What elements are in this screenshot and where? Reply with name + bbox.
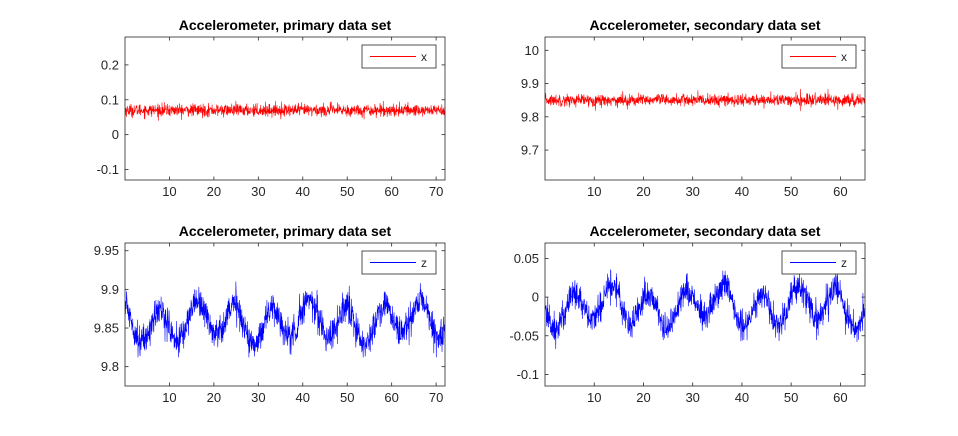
y-tick-label: 9.85 — [94, 321, 119, 336]
x-tick-label: 60 — [384, 390, 398, 405]
x-tick-label: 10 — [587, 184, 601, 199]
series-line-z — [125, 281, 445, 358]
y-tick-label: 9.9 — [101, 282, 119, 297]
y-tick-label: -0.1 — [517, 367, 539, 382]
y-tick-label: -0.05 — [509, 328, 539, 343]
legend-label: x — [841, 50, 847, 64]
subplot-secondary-z: Accelerometer, secondary data set 10 20 30 4… — [509, 223, 866, 405]
legend-label: x — [421, 50, 427, 64]
legend: x — [361, 44, 437, 69]
x-tick-label: 30 — [685, 390, 699, 405]
x-tick-label: 30 — [685, 184, 699, 199]
y-tick-label: 0.05 — [514, 251, 539, 266]
x-tick-label: 50 — [340, 390, 354, 405]
chart-title: Accelerometer, primary data set — [179, 223, 392, 239]
y-tick-label: 9.8 — [521, 109, 539, 124]
legend-label: z — [421, 256, 427, 270]
axes-box — [124, 36, 446, 181]
x-tick-label: 50 — [784, 184, 798, 199]
x-tick-label: 60 — [833, 390, 847, 405]
series-line-z — [545, 268, 865, 350]
subplot-secondary-x: Accelerometer, secondary data set 10 20 30 4… — [521, 17, 866, 199]
x-tick-label: 20 — [636, 390, 650, 405]
x-tick-label: 10 — [162, 184, 176, 199]
x-tick-label: 30 — [251, 390, 265, 405]
y-tick-label: 0.2 — [101, 57, 119, 72]
x-tick-label: 20 — [207, 184, 221, 199]
x-tick-label: 10 — [587, 390, 601, 405]
y-tick-label: 0.1 — [101, 92, 119, 107]
x-tick-label: 70 — [429, 184, 443, 199]
x-tick-label: 50 — [784, 390, 798, 405]
x-tick-label: 20 — [636, 184, 650, 199]
y-tick-label: 9.95 — [94, 243, 119, 258]
chart-title: Accelerometer, primary data set — [179, 17, 392, 33]
x-tick-label: 40 — [735, 184, 749, 199]
x-tick-label: 60 — [833, 184, 847, 199]
legend: z — [361, 250, 437, 275]
axes-box — [544, 36, 866, 181]
x-tick-label: 30 — [251, 184, 265, 199]
legend: x — [781, 44, 857, 69]
x-tick-label: 60 — [384, 184, 398, 199]
x-tick-label: 40 — [296, 390, 310, 405]
y-tick-label: -0.1 — [97, 162, 119, 177]
y-tick-label: 9.7 — [521, 143, 539, 158]
axes-box — [544, 242, 866, 387]
y-tick-label: 10 — [525, 43, 539, 58]
y-tick-label: 9.9 — [521, 76, 539, 91]
subplot-primary-x: Accelerometer, primary data set 10 20 30 40 5… — [97, 17, 446, 199]
y-tick-label: 0 — [532, 290, 539, 305]
x-tick-label: 10 — [162, 390, 176, 405]
x-tick-label: 50 — [340, 184, 354, 199]
series-line-x — [125, 100, 445, 121]
x-tick-label: 40 — [296, 184, 310, 199]
subplot-primary-z: Accelerometer, primary data set 10 20 30 40 5… — [94, 223, 446, 405]
x-tick-label: 70 — [429, 390, 443, 405]
series-line-x — [545, 88, 865, 112]
y-tick-label: 9.8 — [101, 359, 119, 374]
y-tick-label: 0 — [112, 127, 119, 142]
legend-label: z — [841, 256, 847, 270]
x-tick-label: 40 — [735, 390, 749, 405]
chart-title: Accelerometer, secondary data set — [589, 223, 820, 239]
x-tick-label: 20 — [207, 390, 221, 405]
legend: z — [781, 250, 857, 275]
axes-box — [124, 242, 446, 387]
chart-title: Accelerometer, secondary data set — [589, 17, 820, 33]
